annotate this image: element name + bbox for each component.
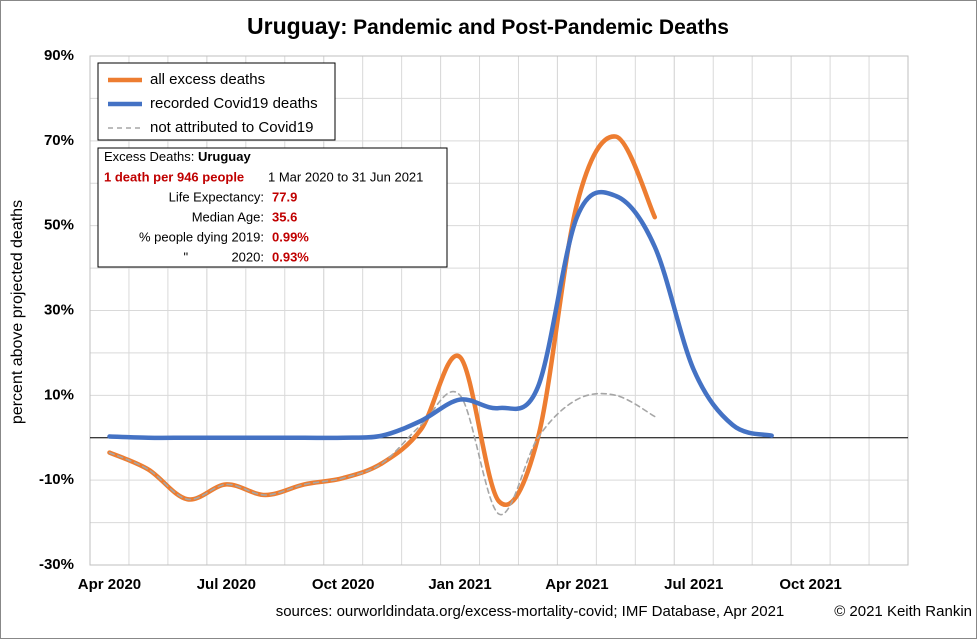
info-value: 77.9 xyxy=(272,189,297,204)
title-rest: : Pandemic and Post-Pandemic Deaths xyxy=(340,16,729,39)
legend-label: all excess deaths xyxy=(150,71,265,88)
info-value: 35.6 xyxy=(272,209,297,224)
info-heading-label: Excess Deaths: xyxy=(104,149,198,164)
legend-label: not attributed to Covid19 xyxy=(150,119,313,136)
info-label: Median Age: xyxy=(192,209,264,224)
info-value: 0.93% xyxy=(272,249,309,264)
legend-label: recorded Covid19 deaths xyxy=(150,95,318,112)
y-tick-label: 10% xyxy=(44,386,74,403)
info-heading: Excess Deaths: Uruguay xyxy=(104,149,251,164)
y-tick-label: 70% xyxy=(44,132,74,149)
sources: sources: ourworldindata.org/excess-morta… xyxy=(276,603,785,620)
y-tick-label: 30% xyxy=(44,301,74,318)
y-tick-label: -10% xyxy=(39,471,74,488)
y-axis-label: percent above projected deaths xyxy=(9,200,26,424)
title-country: Uruguay xyxy=(247,13,341,39)
info-label: " 2020: xyxy=(184,249,265,264)
y-tick-label: 90% xyxy=(44,47,74,64)
plot-border xyxy=(89,55,909,566)
x-tick-label: Jan 2021 xyxy=(428,576,491,593)
info-period: 1 Mar 2020 to 31 Jun 2021 xyxy=(268,169,423,184)
info-heading-country: Uruguay xyxy=(198,149,252,164)
info-label: % people dying 2019: xyxy=(139,229,264,244)
info-label: Life Expectancy: xyxy=(169,189,264,204)
info-box xyxy=(97,147,448,268)
x-tick-label: Jul 2021 xyxy=(664,576,723,593)
x-tick-label: Jul 2020 xyxy=(197,576,256,593)
x-tick-label: Oct 2021 xyxy=(779,576,842,593)
info-rate: 1 death per 946 people xyxy=(104,169,244,184)
legend-box xyxy=(97,62,336,141)
info-value: 0.99% xyxy=(272,229,309,244)
x-tick-label: Apr 2020 xyxy=(78,576,141,593)
series-line xyxy=(108,390,656,516)
y-tick-label: -30% xyxy=(39,556,74,573)
chart-title: Uruguay: Pandemic and Post-Pandemic Deat… xyxy=(247,13,729,39)
x-tick-label: Oct 2020 xyxy=(312,576,375,593)
series-line xyxy=(107,189,774,441)
copyright: © 2021 Keith Rankin xyxy=(834,603,972,620)
y-tick-label: 50% xyxy=(44,217,74,234)
x-tick-label: Apr 2021 xyxy=(545,576,608,593)
